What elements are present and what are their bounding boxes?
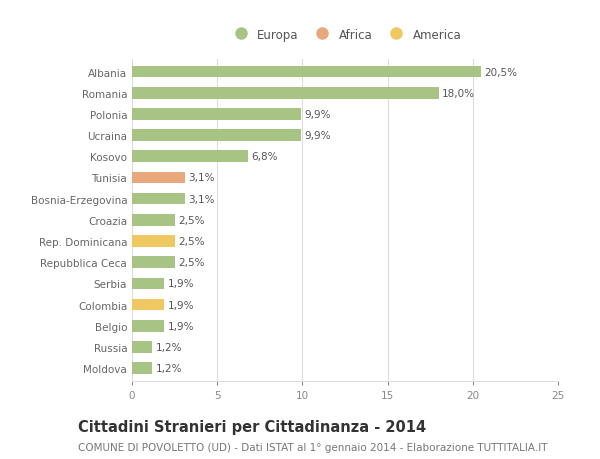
- Bar: [132, 299, 164, 311]
- Text: 3,1%: 3,1%: [188, 173, 215, 183]
- Text: 20,5%: 20,5%: [485, 67, 518, 78]
- Bar: [132, 109, 301, 120]
- Text: Cittadini Stranieri per Cittadinanza - 2014: Cittadini Stranieri per Cittadinanza - 2…: [78, 419, 426, 434]
- Bar: [132, 151, 248, 163]
- Bar: [132, 88, 439, 99]
- Text: 1,9%: 1,9%: [168, 321, 194, 331]
- Bar: [132, 193, 185, 205]
- Text: COMUNE DI POVOLETTO (UD) - Dati ISTAT al 1° gennaio 2014 - Elaborazione TUTTITAL: COMUNE DI POVOLETTO (UD) - Dati ISTAT al…: [78, 442, 548, 452]
- Text: 1,2%: 1,2%: [156, 342, 182, 352]
- Text: 3,1%: 3,1%: [188, 194, 215, 204]
- Text: 1,2%: 1,2%: [156, 363, 182, 373]
- Bar: [132, 341, 152, 353]
- Bar: [132, 363, 152, 374]
- Text: 2,5%: 2,5%: [178, 257, 205, 268]
- Text: 2,5%: 2,5%: [178, 215, 205, 225]
- Bar: [132, 278, 164, 290]
- Bar: [132, 320, 164, 332]
- Text: 1,9%: 1,9%: [168, 279, 194, 289]
- Bar: [132, 172, 185, 184]
- Text: 1,9%: 1,9%: [168, 300, 194, 310]
- Bar: [132, 214, 175, 226]
- Bar: [132, 67, 481, 78]
- Legend: Europa, Africa, America: Europa, Africa, America: [224, 24, 466, 46]
- Text: 9,9%: 9,9%: [304, 110, 331, 120]
- Text: 2,5%: 2,5%: [178, 236, 205, 246]
- Bar: [132, 257, 175, 269]
- Text: 9,9%: 9,9%: [304, 131, 331, 141]
- Bar: [132, 235, 175, 247]
- Text: 6,8%: 6,8%: [251, 152, 278, 162]
- Bar: [132, 130, 301, 141]
- Text: 18,0%: 18,0%: [442, 89, 475, 99]
